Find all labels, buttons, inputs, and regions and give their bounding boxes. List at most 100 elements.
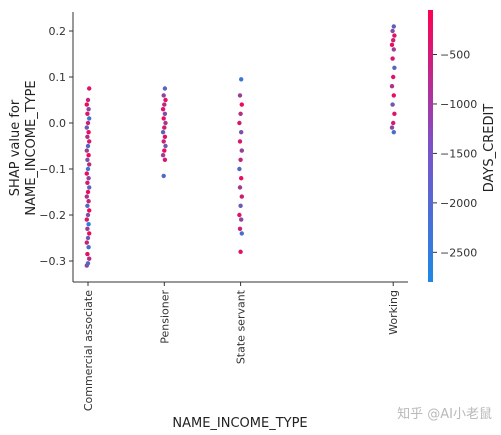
data-point <box>85 120 91 126</box>
data-point <box>391 38 396 43</box>
colorbar-tick-label: −2000 <box>440 197 477 210</box>
data-point <box>160 107 166 112</box>
data-point <box>87 231 92 236</box>
data-point <box>392 111 397 117</box>
data-point <box>237 212 242 218</box>
data-point <box>85 235 91 241</box>
data-point <box>162 134 168 139</box>
data-point <box>238 249 243 254</box>
data-point <box>84 102 90 107</box>
data-point <box>237 185 243 190</box>
data-point <box>84 240 90 245</box>
data-point <box>162 111 168 117</box>
data-point <box>84 125 90 130</box>
data-point <box>239 148 244 153</box>
data-point <box>163 97 168 103</box>
x-tick-label: Commercial associate <box>82 290 95 411</box>
data-point <box>237 120 242 126</box>
data-point <box>389 84 395 89</box>
data-point <box>87 86 92 91</box>
data-point <box>390 102 395 107</box>
data-point <box>161 116 166 121</box>
data-point <box>391 93 396 98</box>
data-point <box>237 166 242 172</box>
data-point <box>87 116 92 121</box>
data-point <box>237 93 243 98</box>
data-point <box>390 56 395 61</box>
data-point <box>390 28 395 34</box>
data-point <box>85 226 90 231</box>
data-point <box>239 77 244 82</box>
data-point <box>392 65 397 71</box>
data-point <box>239 194 244 199</box>
data-point <box>86 199 91 204</box>
data-point <box>162 148 167 153</box>
data-point <box>162 157 168 162</box>
data-point <box>391 24 396 29</box>
data-point <box>239 130 244 135</box>
data-point <box>85 166 91 172</box>
colorbar-tick-label: −1500 <box>440 147 477 160</box>
data-point <box>239 217 244 222</box>
y-tick-label: 0.2 <box>49 25 67 38</box>
data-point <box>238 111 243 117</box>
data-point <box>163 120 168 126</box>
data-point <box>239 102 244 107</box>
data-point <box>389 42 395 47</box>
y-axis-ticks: −0.3 −0.2 −0.1 0.0 0.1 0.2 <box>39 25 73 268</box>
data-point <box>238 203 243 208</box>
data-point <box>237 226 243 231</box>
data-point <box>161 93 166 98</box>
data-point <box>85 157 90 162</box>
data-point <box>162 125 167 130</box>
data-point <box>87 139 92 144</box>
x-axis-ticks: Commercial associate Pensioner State serva… <box>82 282 400 411</box>
data-point <box>85 212 91 218</box>
data-point <box>85 143 91 149</box>
data-point <box>86 222 91 227</box>
data-point <box>84 217 90 222</box>
data-point <box>87 208 92 213</box>
data-point <box>239 176 244 181</box>
data-point <box>160 130 166 135</box>
data-point <box>161 173 166 179</box>
colorbar-tick-label: −500 <box>440 49 470 62</box>
colorbar-tick-label: −2500 <box>440 246 477 259</box>
data-point <box>86 245 91 250</box>
data-point <box>87 256 92 261</box>
data-point <box>87 162 92 167</box>
data-point <box>163 143 168 149</box>
data-point <box>160 153 166 158</box>
data-point <box>391 130 396 135</box>
data-point <box>85 134 90 139</box>
x-tick-label: State servant <box>235 289 248 364</box>
x-tick-label: Pensioner <box>158 290 171 344</box>
data-point <box>392 33 397 38</box>
data-point <box>85 189 91 195</box>
y-tick-label: 0.0 <box>49 117 67 130</box>
data-point <box>389 125 395 130</box>
data-point <box>162 102 167 107</box>
data-point <box>85 111 90 117</box>
data-point <box>162 86 168 91</box>
data-point <box>161 139 166 144</box>
y-axis-title-line1: SHAP value for <box>8 99 23 196</box>
data-point <box>86 130 91 135</box>
data-point <box>86 107 91 112</box>
y-tick-label: 0.1 <box>49 71 67 84</box>
data-point <box>84 194 90 199</box>
data-point <box>391 47 396 52</box>
colorbar-ticks: −500 −1000 −1500 −2000 −2500 <box>433 49 477 259</box>
data-points <box>84 24 397 268</box>
colorbar <box>428 10 433 282</box>
y-axis-title-line2: NAME_INCOME_TYPE <box>24 80 39 215</box>
data-point <box>238 157 243 162</box>
y-tick-label: −0.3 <box>39 255 66 268</box>
data-point <box>86 153 91 158</box>
data-point <box>85 261 91 266</box>
data-point <box>239 231 244 236</box>
data-point <box>391 120 396 126</box>
y-tick-label: −0.2 <box>39 209 66 222</box>
watermark: 知乎 @AI小老鼠 <box>397 406 492 422</box>
